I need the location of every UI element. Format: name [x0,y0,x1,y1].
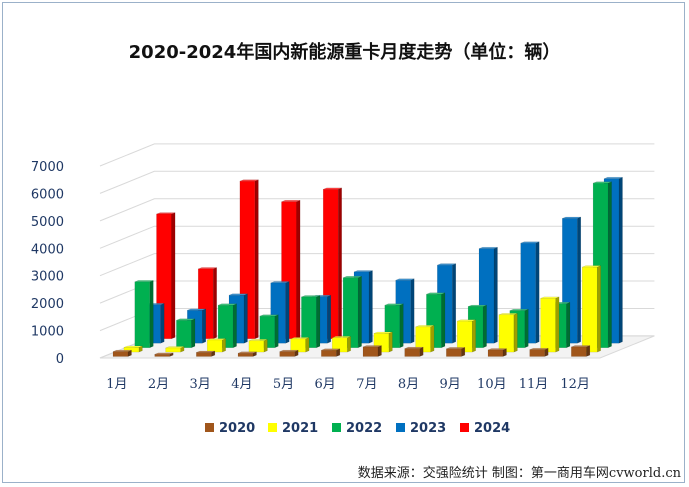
bar-2021-2月 [165,346,185,353]
bar-2020-2月 [154,352,174,357]
legend-label-2023: 2023 [410,421,446,436]
bar-2021-6月 [331,336,351,353]
legend-label-2022: 2022 [346,421,382,436]
legend-label-2024: 2024 [474,421,510,436]
x-tick-label: 7月 [356,377,377,392]
bar-2020-8月 [404,346,424,357]
x-tick-label: 5月 [273,377,294,392]
bar-2020-6月 [321,348,341,357]
bar-2021-5月 [290,337,310,353]
legend-swatch-2023 [396,423,405,432]
y-tick-label: 5000 [31,215,64,230]
bar-2024-3月 [239,179,259,340]
bar-2021-12月 [581,265,601,353]
gridline [99,225,655,249]
y-tick-label: 2000 [31,297,64,312]
bar-2020-11月 [529,347,549,357]
bar-2021-10月 [498,313,518,353]
gridline [99,198,655,222]
x-tick-label: 1月 [106,377,127,392]
x-tick-label: 6月 [315,377,336,392]
gridline [99,170,655,194]
bar-2020-7月 [362,345,382,357]
bar-2020-4月 [237,351,257,357]
x-tick-label: 11月 [519,377,549,392]
y-tick-label: 6000 [31,187,64,202]
bar-2021-11月 [540,296,560,353]
bar-2022-5月 [301,295,321,349]
bar-2020-3月 [196,350,216,357]
bar-2020-12月 [571,345,591,357]
bar-2022-3月 [217,303,237,349]
bar-2022-1月 [134,280,154,349]
y-tick-label: 4000 [31,242,64,257]
y-tick-label: 3000 [31,270,64,285]
bar-2020-1月 [112,349,132,357]
bar-2021-8月 [415,325,435,353]
bar-2021-3月 [206,338,226,353]
x-tick-label: 8月 [398,377,419,392]
bar-2021-9月 [456,319,476,353]
x-tick-label: 10月 [477,377,507,392]
bar-2020-10月 [487,348,507,357]
y-tick-label: 0 [56,352,64,367]
bar-2023-11月 [562,216,582,344]
x-tick-label: 3月 [190,377,211,392]
bar-2022-2月 [176,318,196,349]
legend-swatch-2024 [460,423,469,432]
x-tick-label: 2月 [148,377,169,392]
bar-2022-6月 [342,275,362,349]
legend-swatch-2022 [332,423,341,432]
bar-2020-9月 [446,347,466,357]
x-tick-label: 12月 [560,377,590,392]
y-tick-label: 7000 [31,160,64,175]
y-tick-label: 1000 [31,325,64,340]
legend-label-2020: 2020 [219,421,255,436]
legend-swatch-2020 [205,423,214,432]
source-note: 数据来源：交强险统计 制图：第一商用车网cvworld.cn [357,466,681,481]
gridline [99,143,655,167]
x-tick-label: 9月 [440,377,461,392]
bar-2020-5月 [279,349,299,357]
bar-2021-4月 [248,339,268,353]
x-tick-label: 4月 [231,377,252,392]
legend-label-2021: 2021 [282,421,318,436]
legend-swatch-2021 [268,423,277,432]
chart-title: 2020-2024年国内新能源重卡月度走势（单位：辆） [128,42,561,63]
